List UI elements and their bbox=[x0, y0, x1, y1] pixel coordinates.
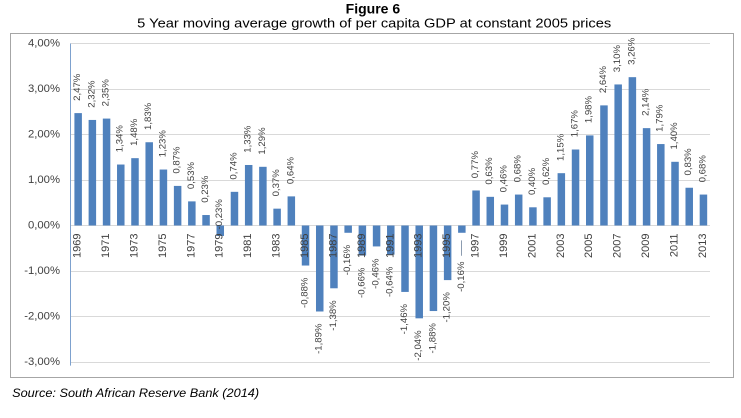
svg-text:2011: 2011 bbox=[668, 234, 680, 258]
svg-text:1999: 1999 bbox=[498, 234, 510, 258]
svg-text:2,14%: 2,14% bbox=[641, 88, 652, 116]
svg-text:0,68%: 0,68% bbox=[697, 155, 708, 183]
svg-text:2,32%: 2,32% bbox=[86, 80, 97, 108]
svg-text:0,53%: 0,53% bbox=[186, 161, 197, 189]
svg-text:1,83%: 1,83% bbox=[143, 102, 154, 130]
svg-text:1,00%: 1,00% bbox=[28, 174, 60, 186]
svg-text:2,64%: 2,64% bbox=[598, 65, 609, 93]
svg-text:-1,38%: -1,38% bbox=[328, 300, 339, 331]
svg-text:1975: 1975 bbox=[157, 234, 169, 258]
svg-text:1973: 1973 bbox=[128, 234, 140, 258]
svg-text:1981: 1981 bbox=[242, 234, 254, 258]
svg-text:0,23%: 0,23% bbox=[200, 175, 211, 203]
svg-text:-1,20%: -1,20% bbox=[442, 292, 453, 323]
svg-text:-1,46%: -1,46% bbox=[399, 303, 410, 334]
svg-text:1969: 1969 bbox=[72, 234, 84, 258]
svg-text:2013: 2013 bbox=[697, 234, 709, 258]
svg-text:3,00%: 3,00% bbox=[28, 83, 60, 95]
svg-text:2005: 2005 bbox=[583, 234, 595, 258]
svg-text:1,40%: 1,40% bbox=[669, 122, 680, 150]
svg-text:2007: 2007 bbox=[612, 234, 624, 258]
svg-text:1,67%: 1,67% bbox=[569, 110, 580, 138]
svg-text:-3,00%: -3,00% bbox=[24, 356, 60, 368]
svg-text:4,00%: 4,00% bbox=[28, 38, 60, 50]
svg-text:2,35%: 2,35% bbox=[101, 79, 112, 107]
svg-text:1977: 1977 bbox=[185, 234, 197, 258]
svg-text:2009: 2009 bbox=[640, 234, 652, 258]
svg-text:1,23%: 1,23% bbox=[157, 130, 168, 158]
svg-text:1985: 1985 bbox=[299, 234, 311, 258]
svg-text:1,34%: 1,34% bbox=[115, 125, 126, 153]
svg-text:2,47%: 2,47% bbox=[72, 73, 83, 101]
svg-text:0,64%: 0,64% bbox=[285, 156, 296, 184]
svg-text:0,74%: 0,74% bbox=[228, 152, 239, 180]
svg-text:0,68%: 0,68% bbox=[513, 155, 524, 183]
svg-text:0,63%: 0,63% bbox=[484, 157, 495, 185]
svg-text:0,83%: 0,83% bbox=[683, 148, 694, 176]
svg-text:0,40%: 0,40% bbox=[527, 167, 538, 195]
svg-text:1991: 1991 bbox=[384, 234, 396, 258]
svg-text:3,10%: 3,10% bbox=[612, 45, 623, 73]
svg-text:0,37%: 0,37% bbox=[271, 169, 282, 197]
svg-text:1,48%: 1,48% bbox=[129, 118, 140, 146]
svg-text:2003: 2003 bbox=[555, 234, 567, 258]
svg-text:1997: 1997 bbox=[470, 234, 482, 258]
svg-text:0,62%: 0,62% bbox=[541, 157, 552, 185]
svg-text:0,00%: 0,00% bbox=[28, 220, 60, 232]
svg-text:2,00%: 2,00% bbox=[28, 129, 60, 141]
svg-text:-0,66%: -0,66% bbox=[356, 267, 367, 298]
svg-text:1979: 1979 bbox=[214, 234, 226, 258]
svg-text:0,77%: 0,77% bbox=[470, 151, 481, 179]
svg-text:-0,23%: -0,23% bbox=[214, 199, 225, 230]
svg-text:1995: 1995 bbox=[441, 234, 453, 258]
svg-text:2001: 2001 bbox=[526, 234, 538, 258]
svg-text:-0,88%: -0,88% bbox=[299, 277, 310, 308]
svg-text:1993: 1993 bbox=[413, 234, 425, 258]
svg-text:1971: 1971 bbox=[100, 234, 112, 258]
svg-text:-2,00%: -2,00% bbox=[24, 311, 60, 323]
svg-text:-1,88%: -1,88% bbox=[427, 323, 438, 354]
svg-text:-1,89%: -1,89% bbox=[314, 323, 325, 354]
svg-text:1983: 1983 bbox=[271, 234, 283, 258]
svg-text:1989: 1989 bbox=[356, 234, 368, 258]
svg-text:1,15%: 1,15% bbox=[555, 133, 566, 161]
svg-text:0,46%: 0,46% bbox=[498, 165, 509, 193]
svg-text:1,79%: 1,79% bbox=[655, 104, 666, 132]
svg-text:1,98%: 1,98% bbox=[584, 95, 595, 123]
svg-text:0,87%: 0,87% bbox=[172, 146, 183, 174]
svg-text:5 Year moving average growth o: 5 Year moving average growth of per capi… bbox=[137, 15, 612, 30]
svg-text:-0,64%: -0,64% bbox=[385, 266, 396, 297]
svg-text:1987: 1987 bbox=[327, 234, 339, 258]
svg-text:-0,16%: -0,16% bbox=[342, 244, 353, 275]
svg-text:1,33%: 1,33% bbox=[243, 125, 254, 153]
svg-text:-0,46%: -0,46% bbox=[371, 258, 382, 289]
svg-text:1,29%: 1,29% bbox=[257, 127, 268, 155]
svg-text:Figure 6: Figure 6 bbox=[346, 1, 401, 17]
svg-text:-1,00%: -1,00% bbox=[24, 265, 60, 277]
svg-text:-2,04%: -2,04% bbox=[413, 330, 424, 361]
svg-text:Source: South African Reserve: Source: South African Reserve Bank (2014… bbox=[12, 386, 259, 400]
svg-text:3,26%: 3,26% bbox=[626, 37, 637, 65]
svg-text:-0,16%: -0,16% bbox=[456, 261, 467, 292]
